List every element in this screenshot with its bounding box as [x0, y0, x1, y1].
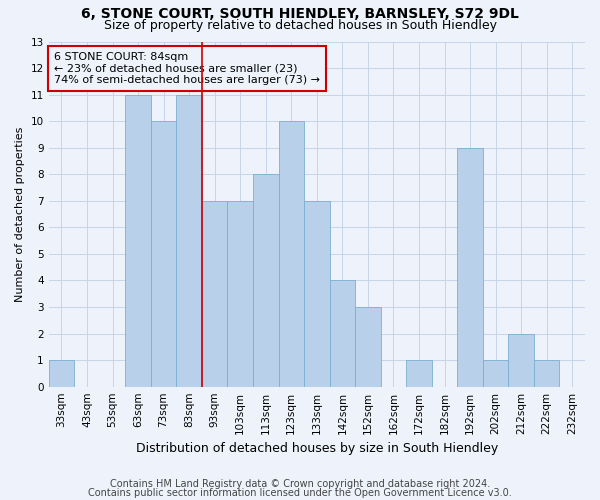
Bar [253, 174, 278, 386]
Bar [355, 307, 380, 386]
Text: 6 STONE COURT: 84sqm
← 23% of detached houses are smaller (23)
74% of semi-detac: 6 STONE COURT: 84sqm ← 23% of detached h… [54, 52, 320, 85]
Bar [329, 280, 355, 386]
Text: Size of property relative to detached houses in South Hiendley: Size of property relative to detached ho… [104, 18, 497, 32]
Y-axis label: Number of detached properties: Number of detached properties [15, 126, 25, 302]
Bar [49, 360, 74, 386]
Bar [151, 121, 176, 386]
Bar [176, 94, 202, 387]
Bar [483, 360, 508, 386]
Bar [534, 360, 559, 386]
Text: Contains HM Land Registry data © Crown copyright and database right 2024.: Contains HM Land Registry data © Crown c… [110, 479, 490, 489]
Bar [457, 148, 483, 386]
Bar [125, 94, 151, 387]
Bar [406, 360, 432, 386]
Text: 6, STONE COURT, SOUTH HIENDLEY, BARNSLEY, S72 9DL: 6, STONE COURT, SOUTH HIENDLEY, BARNSLEY… [81, 8, 519, 22]
Bar [202, 201, 227, 386]
Bar [227, 201, 253, 386]
Bar [278, 121, 304, 386]
X-axis label: Distribution of detached houses by size in South Hiendley: Distribution of detached houses by size … [136, 442, 498, 455]
Bar [508, 334, 534, 386]
Text: Contains public sector information licensed under the Open Government Licence v3: Contains public sector information licen… [88, 488, 512, 498]
Bar [304, 201, 329, 386]
